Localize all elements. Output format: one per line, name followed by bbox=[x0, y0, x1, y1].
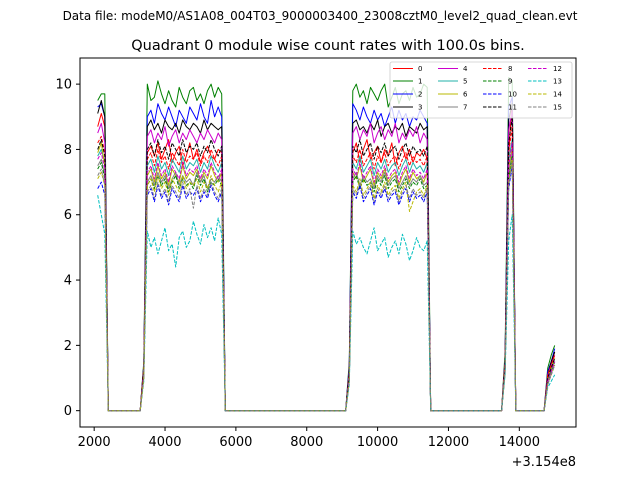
y-tick-label: 6 bbox=[64, 208, 72, 223]
legend-label-3: 3 bbox=[418, 104, 422, 112]
legend-box bbox=[389, 61, 573, 119]
y-tick-label: 8 bbox=[64, 143, 72, 158]
y-tick-label: 10 bbox=[55, 78, 72, 93]
legend-label-10: 10 bbox=[508, 91, 517, 99]
series-line-10 bbox=[97, 165, 556, 412]
legend-label-9: 9 bbox=[508, 78, 512, 86]
legend-label-15: 15 bbox=[553, 104, 562, 112]
legend-label-4: 4 bbox=[463, 65, 468, 73]
x-tick-label: 14000 bbox=[499, 435, 540, 450]
x-tick-label: 12000 bbox=[428, 435, 469, 450]
series-line-13 bbox=[97, 195, 556, 412]
legend-label-12: 12 bbox=[553, 65, 562, 73]
x-tick-label: 10000 bbox=[357, 435, 398, 450]
y-tick-label: 0 bbox=[64, 404, 72, 419]
series-line-3 bbox=[97, 100, 556, 412]
legend-label-2: 2 bbox=[418, 91, 422, 99]
legend-label-13: 13 bbox=[553, 78, 562, 86]
x-tick-label: 8000 bbox=[290, 435, 323, 450]
series-line-11 bbox=[97, 116, 556, 412]
legend-label-6: 6 bbox=[463, 91, 468, 99]
series-line-15 bbox=[97, 162, 556, 412]
y-tick-label: 4 bbox=[64, 274, 72, 289]
series-lines bbox=[97, 77, 556, 412]
series-line-9 bbox=[97, 155, 556, 412]
figure-suptitle: Data file: modeM0/AS1A08_004T03_90000034… bbox=[63, 9, 578, 23]
x-tick-label: 2000 bbox=[78, 435, 111, 450]
x-tick-label: 6000 bbox=[219, 435, 252, 450]
x-tick-label: 4000 bbox=[148, 435, 181, 450]
y-tick-label: 2 bbox=[64, 339, 72, 354]
legend-label-11: 11 bbox=[508, 104, 517, 112]
legend-label-7: 7 bbox=[463, 104, 467, 112]
y-axis-ticks: 0 2 4 6 8 10 bbox=[55, 78, 80, 419]
x-axis-ticks: 2000 4000 6000 8000 10000 12000 14000 bbox=[78, 427, 540, 450]
legend-label-14: 14 bbox=[553, 91, 562, 99]
legend-label-8: 8 bbox=[508, 65, 512, 73]
x-axis-offset: +3.154e8 bbox=[512, 455, 576, 470]
legend-label-5: 5 bbox=[463, 78, 467, 86]
chart-title: Quadrant 0 module wise count rates with … bbox=[131, 38, 525, 54]
series-line-14 bbox=[97, 158, 556, 412]
series-line-2 bbox=[97, 96, 556, 412]
plot-frame bbox=[79, 57, 577, 428]
legend-label-1: 1 bbox=[418, 78, 422, 86]
legend-label-0: 0 bbox=[418, 65, 422, 73]
series-line-12 bbox=[97, 142, 556, 412]
series-line-4 bbox=[97, 109, 556, 412]
